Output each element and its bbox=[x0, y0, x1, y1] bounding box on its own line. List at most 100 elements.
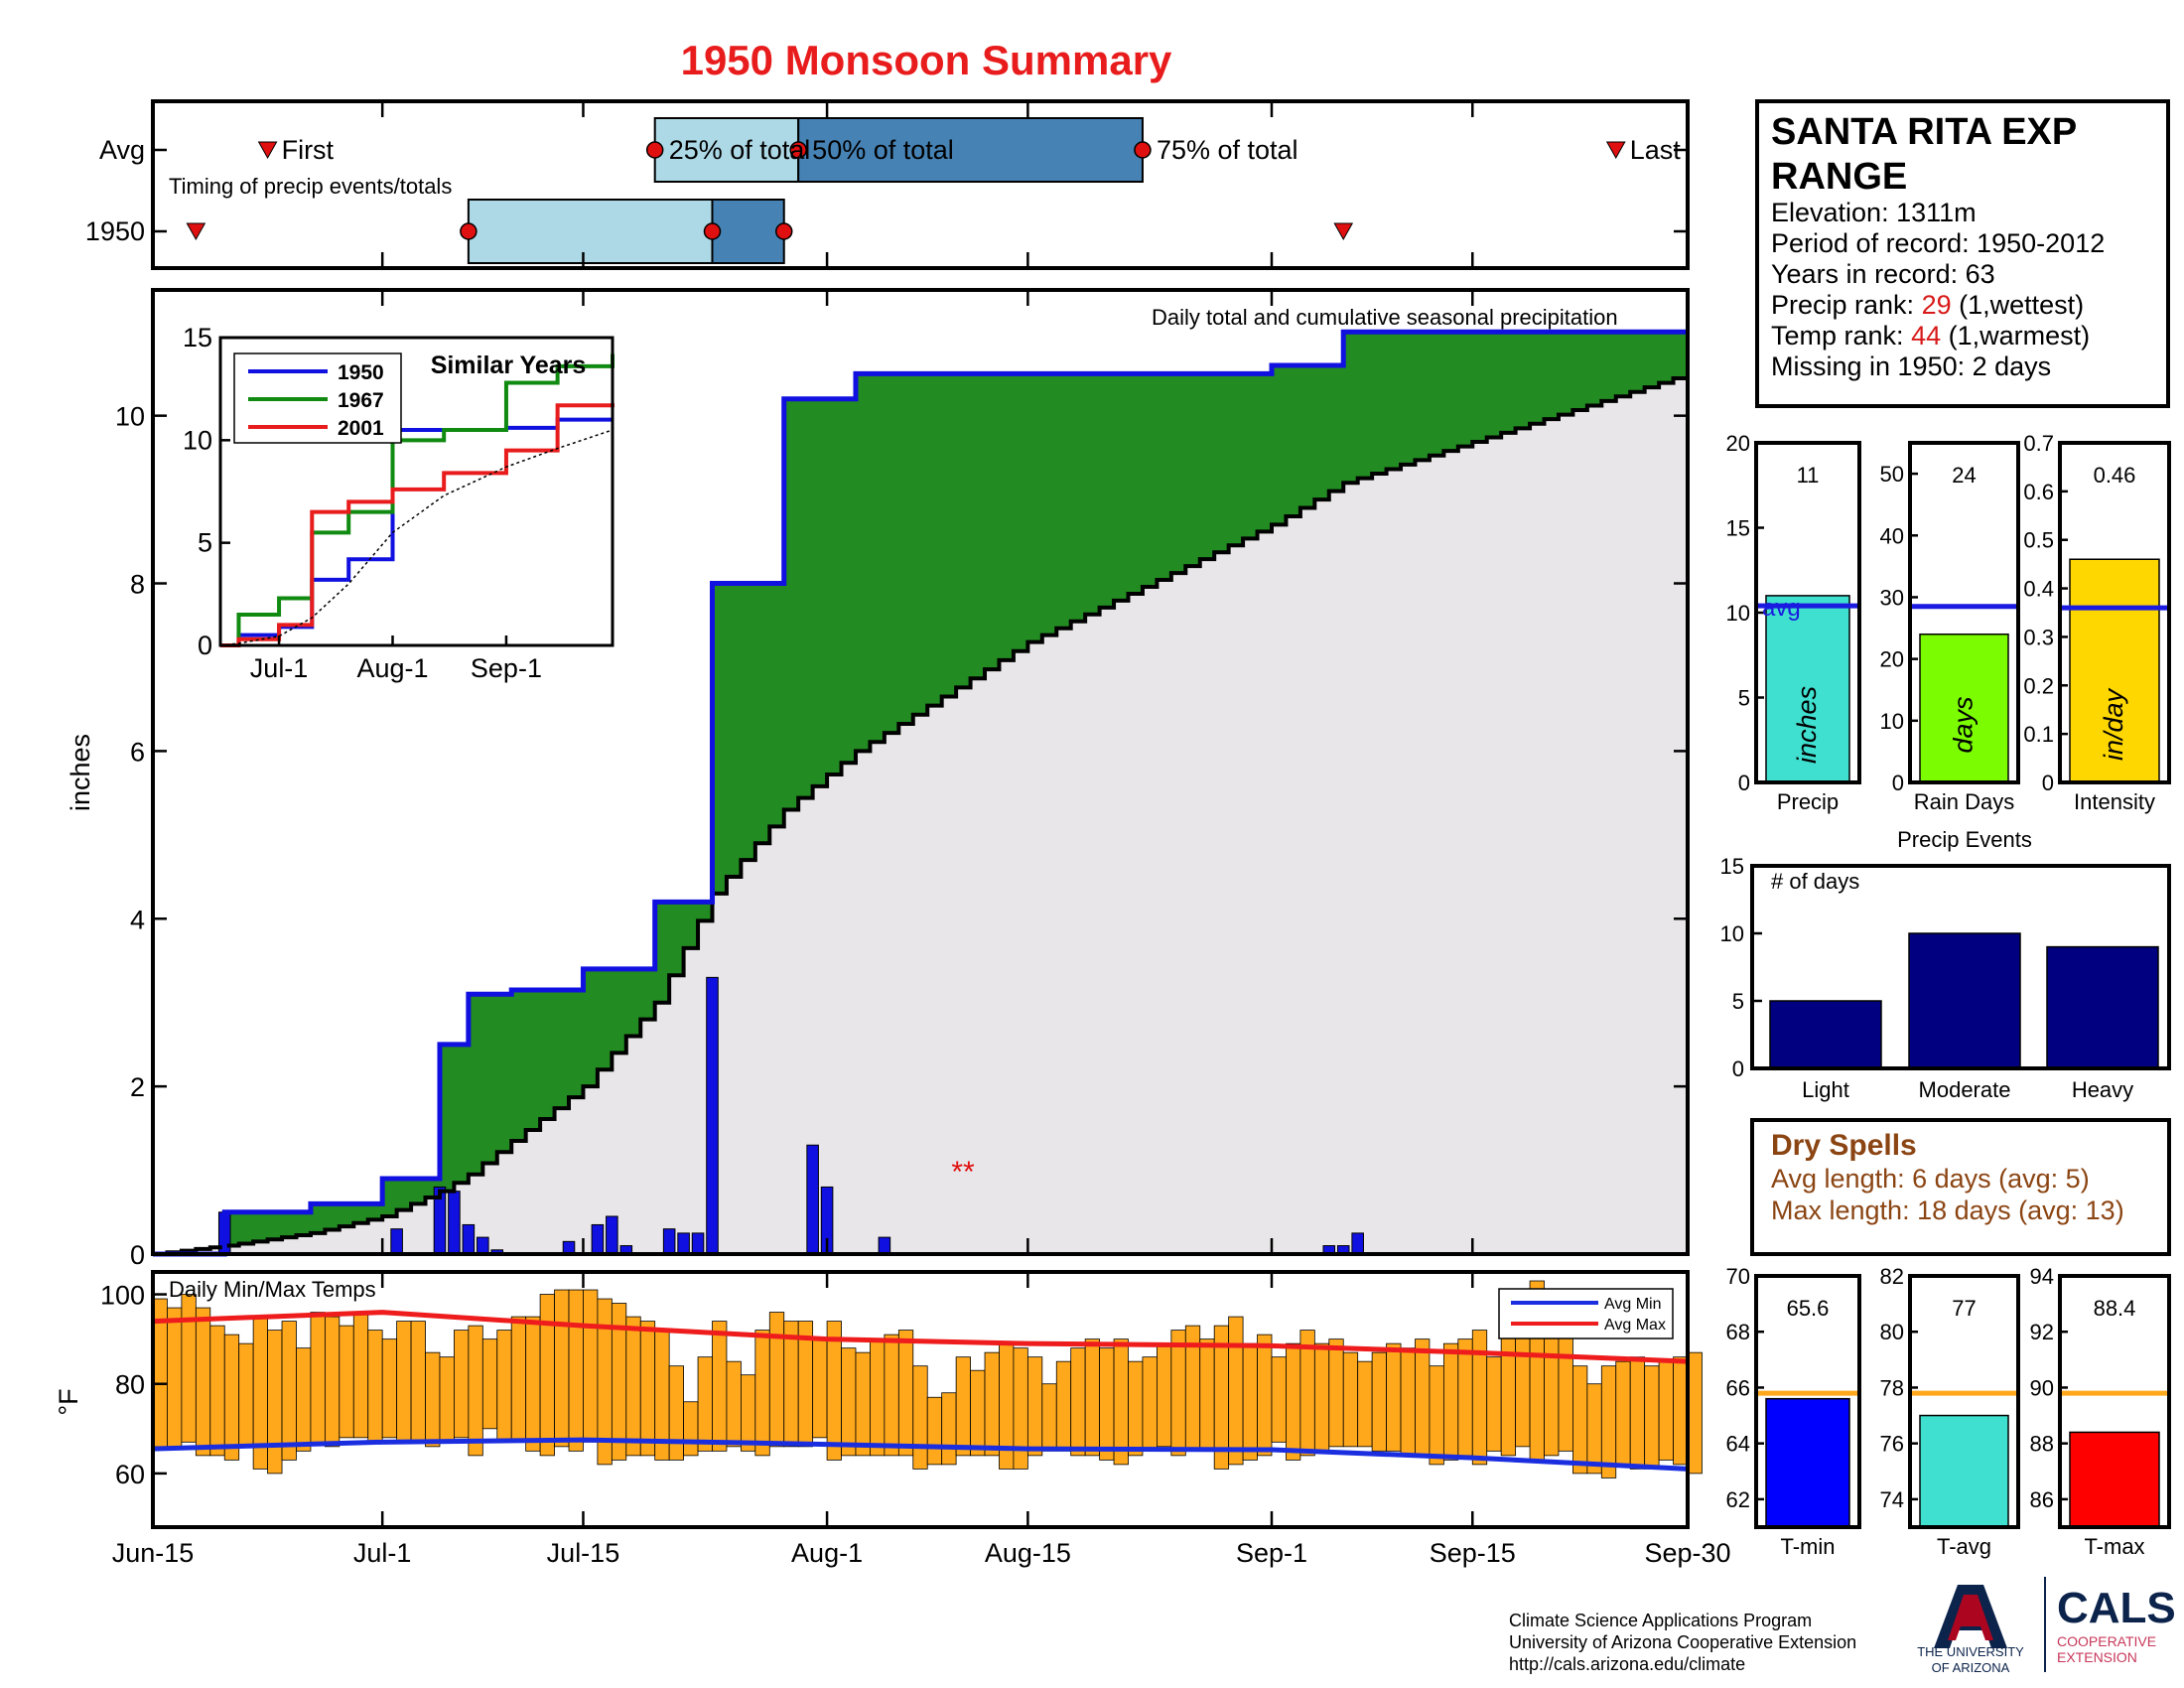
inset-ytick-label: 0 bbox=[198, 631, 212, 660]
daily-temp-bar bbox=[941, 1392, 957, 1466]
daily-precip-bar bbox=[448, 1191, 461, 1255]
daily-temp-bar bbox=[1429, 1365, 1444, 1466]
temps-ylabel: °F bbox=[54, 1388, 83, 1415]
inset-average-line bbox=[219, 429, 614, 646]
stat-ytick-label: 0.2 bbox=[2023, 673, 2054, 698]
daily-temp-bar bbox=[970, 1369, 986, 1457]
daily-temp-bar bbox=[668, 1365, 684, 1461]
daily-temp-bar bbox=[481, 1338, 498, 1430]
footer-line1: Climate Science Applications Program bbox=[1509, 1611, 1812, 1630]
station-years: Years in record: 63 bbox=[1771, 259, 1995, 289]
station-elevation: Elevation: 1311m bbox=[1771, 198, 1977, 227]
university-of-arizona-logo: THE UNIVERSITY OF ARIZONA bbox=[1917, 1585, 2024, 1675]
daily-temp-bar bbox=[296, 1347, 312, 1452]
x-tick-label: Jun-15 bbox=[112, 1538, 195, 1568]
daily-temp-bar bbox=[1026, 1356, 1043, 1457]
timing-point-p25 bbox=[460, 222, 478, 240]
inset-legend-label-1950: 1950 bbox=[338, 361, 384, 384]
precip-events-category: Light bbox=[1802, 1077, 1849, 1102]
stat-ytick-label: 20 bbox=[1726, 431, 1750, 456]
daily-temp-bar bbox=[1586, 1383, 1602, 1475]
precip-events-ytick-label: 10 bbox=[1720, 921, 1744, 946]
daily-temp-bar bbox=[1113, 1338, 1129, 1466]
stat-value-label: 24 bbox=[1952, 463, 1976, 488]
precip-annotation: Daily total and cumulative seasonal prec… bbox=[1152, 305, 1618, 330]
stat-name-label: Rain Days bbox=[1914, 789, 2014, 814]
precip-events-bar-heavy bbox=[2046, 945, 2159, 1069]
timing-label-p50: 50% of total bbox=[812, 135, 954, 165]
stat-avg-label: avg bbox=[1762, 595, 1801, 622]
temp-summary-value-label: 88.4 bbox=[2094, 1296, 2136, 1321]
temp-summary-ytick-label: 90 bbox=[2030, 1375, 2054, 1400]
daily-temp-bar bbox=[1271, 1356, 1287, 1443]
daily-temp-bar bbox=[841, 1347, 857, 1457]
timing-point-p50 bbox=[789, 141, 807, 159]
daily-temp-bar bbox=[310, 1312, 326, 1443]
average-cumulative-fill bbox=[153, 373, 1688, 1254]
daily-precip-bar bbox=[691, 1232, 705, 1255]
precip-events-ytick-label: 15 bbox=[1720, 854, 1744, 879]
stat-ytick-label: 50 bbox=[1880, 462, 1904, 487]
daily-temp-bar bbox=[1070, 1347, 1086, 1457]
dry-spells-avg: Avg length: 6 days (avg: 5) bbox=[1771, 1164, 2090, 1194]
precip-events-ytick-label: 0 bbox=[1732, 1056, 1744, 1081]
timing-caption: Timing of precip events/totals bbox=[169, 174, 452, 199]
timing-frame bbox=[151, 99, 1690, 270]
daily-temp-bar bbox=[1615, 1360, 1631, 1466]
temp-summary-ytick-label: 64 bbox=[1726, 1432, 1750, 1457]
station-info-box: SANTA RITA EXP RANGE Elevation: 1311m Pe… bbox=[1755, 99, 2170, 408]
temp-summary-name-label: T-max bbox=[2084, 1534, 2144, 1559]
daily-temp-bar bbox=[1644, 1365, 1660, 1470]
daily-temp-bar bbox=[697, 1356, 713, 1452]
timing-box-50-75-Avg bbox=[797, 117, 1144, 183]
daily-temp-bar bbox=[1342, 1351, 1359, 1448]
ua-a-inner-icon bbox=[1948, 1595, 1993, 1640]
stat-value-label: 11 bbox=[1797, 463, 1820, 488]
daily-precip-bar bbox=[677, 1232, 690, 1255]
precip-events-bar-light bbox=[1769, 1000, 1882, 1069]
ua-text-line1: THE UNIVERSITY bbox=[1917, 1644, 2024, 1659]
stat-bar-intensity bbox=[2069, 558, 2160, 783]
precip-events-ylabel: # of days bbox=[1771, 869, 1859, 894]
temp-summary-bars: 62 64 66 68 70 65.6 T-min 74 76 78 80 82 77 T-avg 86 88… bbox=[1726, 1264, 2171, 1559]
daily-temp-bar bbox=[454, 1330, 470, 1439]
stat-unit-label: days bbox=[1949, 696, 1979, 753]
daily-temp-bar bbox=[897, 1330, 914, 1457]
timing-box-25-50-1950 bbox=[467, 199, 714, 264]
daily-temp-bar bbox=[884, 1334, 899, 1457]
missing-data-marker: ** bbox=[951, 1156, 975, 1189]
daily-temp-bar bbox=[583, 1289, 599, 1443]
daily-precip-bar bbox=[878, 1236, 891, 1255]
daily-temp-bar bbox=[1128, 1360, 1144, 1457]
cals-wordmark: CALS bbox=[2057, 1584, 2176, 1632]
average-cumulative-line bbox=[153, 373, 1690, 1256]
stat-unit-label: inches bbox=[1792, 686, 1822, 764]
avg-min-line bbox=[152, 1437, 1689, 1472]
stat-ytick-label: 0.3 bbox=[2023, 625, 2054, 649]
precip-events-title: Precip Events bbox=[1897, 827, 2032, 852]
timing-label-p25: 25% of total bbox=[669, 135, 811, 165]
timing-row-avg-label: Avg bbox=[99, 135, 145, 165]
inset-xtick-label: Aug-1 bbox=[356, 653, 428, 683]
precip-ytick-label: 0 bbox=[130, 1240, 145, 1270]
inset-series-1950 bbox=[220, 417, 613, 647]
stat-ytick-label: 0.1 bbox=[2023, 722, 2054, 747]
precip-events-category: Heavy bbox=[2072, 1077, 2133, 1102]
daily-temp-bar bbox=[712, 1321, 728, 1452]
temp-summary-frame bbox=[1908, 1274, 2020, 1529]
daily-temp-bar bbox=[1572, 1365, 1588, 1475]
daily-temp-bar bbox=[1457, 1338, 1473, 1457]
temp-summary-ytick-label: 70 bbox=[1726, 1264, 1750, 1289]
stat-ytick-label: 40 bbox=[1880, 523, 1904, 548]
x-tick-label: Aug-1 bbox=[791, 1538, 863, 1568]
stat-ytick-label: 0.4 bbox=[2023, 577, 2054, 602]
daily-temp-bar bbox=[281, 1321, 297, 1461]
temp-summary-bar-t-avg bbox=[1919, 1414, 2009, 1528]
station-precip-rank: Precip rank: 29 (1,wettest) bbox=[1771, 290, 2084, 320]
stat-ytick-label: 0.6 bbox=[2023, 480, 2054, 504]
daily-temp-bar bbox=[1041, 1383, 1057, 1452]
daily-temp-bar bbox=[324, 1316, 341, 1448]
daily-temp-bar bbox=[1084, 1338, 1101, 1457]
inset-ytick-label: 15 bbox=[183, 323, 212, 352]
